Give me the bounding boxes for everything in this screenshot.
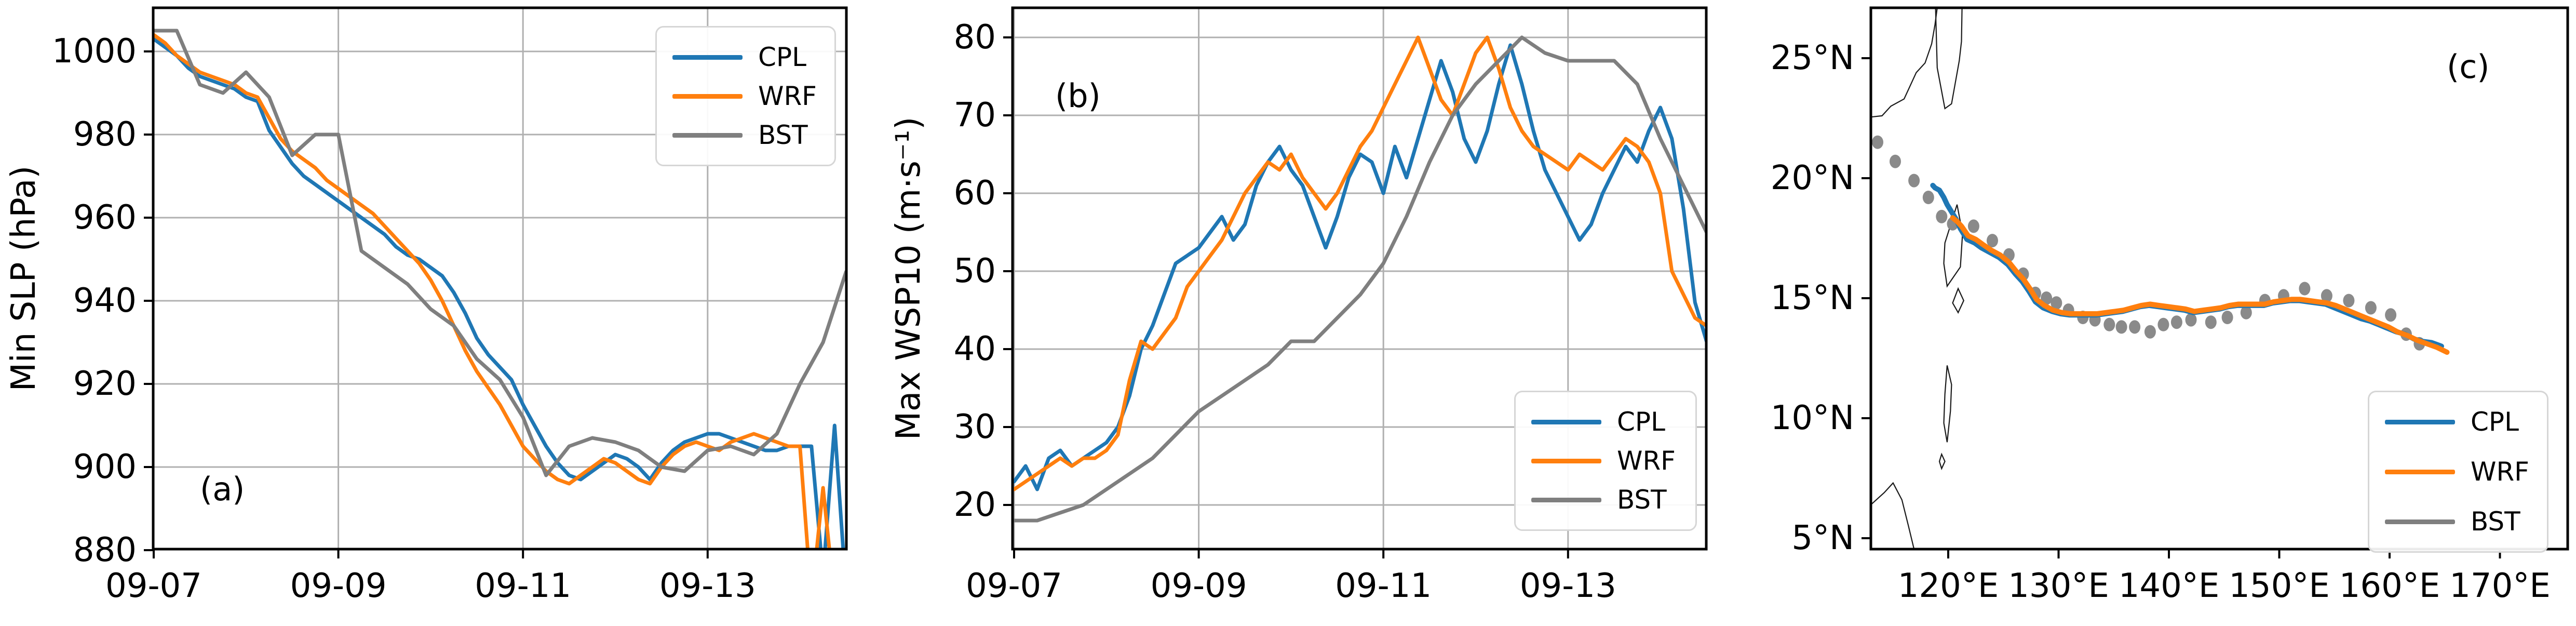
legend-line-sample-cpl bbox=[1531, 419, 1601, 424]
x-tick-c-120°E: 120°E bbox=[1897, 567, 1999, 605]
legend-label: WRF bbox=[1617, 446, 1676, 476]
y-tick-b-40: 40 bbox=[953, 330, 996, 368]
panel-label-b: (b) bbox=[1055, 77, 1101, 115]
legend-item-wrf: WRF bbox=[1531, 446, 1678, 476]
x-tick-b-09-13: 09-13 bbox=[1519, 567, 1616, 605]
x-tick-c-130°E: 130°E bbox=[2008, 567, 2109, 605]
legend-label: BST bbox=[2471, 507, 2520, 537]
y-tick-b-50: 50 bbox=[953, 252, 996, 290]
x-tick-c-140°E: 140°E bbox=[2118, 567, 2220, 605]
y-tick-a-1000: 1000 bbox=[52, 32, 137, 71]
y-tick-a-940: 940 bbox=[73, 282, 137, 320]
y-tick-b-30: 30 bbox=[953, 408, 996, 446]
x-tick-c-170°E: 170°E bbox=[2449, 567, 2551, 605]
series-cpl-b bbox=[1013, 43, 1706, 491]
x-tick-b-09-09: 09-09 bbox=[1150, 567, 1247, 605]
x-tick-c-160°E: 160°E bbox=[2339, 567, 2440, 605]
legend-line-sample-bst bbox=[2385, 519, 2455, 524]
legend-panel-a: CPL WRF BST bbox=[655, 26, 836, 166]
y-tick-b-60: 60 bbox=[953, 174, 996, 212]
legend-line-sample-bst bbox=[672, 132, 743, 138]
legend-item-wrf: WRF bbox=[672, 81, 817, 111]
coastline-south-luzon bbox=[1952, 287, 1965, 314]
legend-line-sample-wrf bbox=[1531, 458, 1601, 463]
panel-a bbox=[144, 6, 848, 558]
x-tick-a-09-07: 09-07 bbox=[105, 567, 202, 605]
series-bst-b bbox=[1013, 35, 1706, 523]
y-tick-a-880: 880 bbox=[73, 531, 137, 569]
legend-label: CPL bbox=[758, 42, 806, 72]
legend-item-cpl: CPL bbox=[1531, 407, 1678, 437]
y-tick-b-70: 70 bbox=[953, 96, 996, 135]
series-bst-a bbox=[153, 29, 846, 477]
x-tick-a-09-11: 09-11 bbox=[475, 567, 572, 605]
panel-label-a: (a) bbox=[200, 470, 245, 508]
x-tick-b-09-11: 09-11 bbox=[1335, 567, 1432, 605]
legend-item-cpl: CPL bbox=[2385, 407, 2529, 437]
y-tick-c-25°N: 25°N bbox=[1770, 39, 1854, 77]
x-tick-c-150°E: 150°E bbox=[2229, 567, 2330, 605]
legend-item-bst: BST bbox=[672, 120, 817, 150]
legend-panel-c: CPL WRF BST bbox=[2368, 391, 2548, 553]
y-tick-a-900: 900 bbox=[73, 448, 137, 486]
legend-item-bst: BST bbox=[2385, 507, 2529, 537]
legend-item-bst: BST bbox=[1531, 485, 1678, 515]
axes-spines-b bbox=[1011, 6, 1708, 551]
series-wrf-b bbox=[1013, 35, 1706, 491]
legend-item-wrf: WRF bbox=[2385, 457, 2529, 487]
legend-item-cpl: CPL bbox=[672, 42, 817, 72]
panel-b bbox=[1003, 6, 1708, 558]
series-cpl-a bbox=[153, 37, 845, 549]
legend-line-sample-cpl bbox=[672, 55, 743, 60]
y-tick-a-980: 980 bbox=[73, 115, 137, 154]
x-tick-a-09-09: 09-09 bbox=[290, 567, 387, 605]
legend-label: BST bbox=[1617, 485, 1667, 515]
legend-label: BST bbox=[758, 120, 808, 150]
x-tick-a-09-13: 09-13 bbox=[659, 567, 756, 605]
legend-line-sample-wrf bbox=[2385, 469, 2455, 474]
x-tick-b-09-07: 09-07 bbox=[966, 567, 1062, 605]
y-tick-b-20: 20 bbox=[953, 486, 996, 524]
axes-spines-c bbox=[1869, 6, 2569, 551]
series-wrf-a bbox=[153, 33, 831, 549]
y-tick-c-10°N: 10°N bbox=[1770, 399, 1854, 437]
legend-panel-b: CPL WRF BST bbox=[1514, 391, 1697, 531]
y-tick-c-5°N: 5°N bbox=[1791, 519, 1854, 557]
legend-line-sample-bst bbox=[1531, 497, 1601, 502]
legend-label: WRF bbox=[758, 81, 817, 111]
axes-spines-a bbox=[152, 6, 848, 551]
coastline-china-coast bbox=[1871, 8, 1938, 118]
legend-line-sample-wrf bbox=[672, 94, 743, 99]
grid-b bbox=[1013, 8, 1706, 549]
legend-label: WRF bbox=[2471, 457, 2529, 487]
coastline-taiwan bbox=[1935, 8, 1963, 110]
coastline-small-island bbox=[1938, 452, 1946, 471]
coastline-borneo bbox=[1871, 482, 1915, 549]
legend-line-sample-cpl bbox=[2385, 419, 2455, 424]
y-tick-a-960: 960 bbox=[73, 198, 137, 237]
y-tick-c-15°N: 15°N bbox=[1770, 279, 1854, 317]
track-bst-dots bbox=[1872, 135, 2425, 351]
coastline-visayas bbox=[1943, 365, 1952, 443]
y-tick-c-20°N: 20°N bbox=[1770, 159, 1854, 197]
y-tick-b-80: 80 bbox=[953, 18, 996, 57]
legend-label: CPL bbox=[2471, 407, 2519, 437]
y-tick-a-920: 920 bbox=[73, 365, 137, 403]
panel-label-c: (c) bbox=[2447, 48, 2490, 86]
panel-c-map bbox=[1862, 6, 2569, 558]
grid-a bbox=[153, 8, 846, 549]
track-wrf bbox=[1950, 215, 2450, 355]
legend-label: CPL bbox=[1617, 407, 1665, 437]
